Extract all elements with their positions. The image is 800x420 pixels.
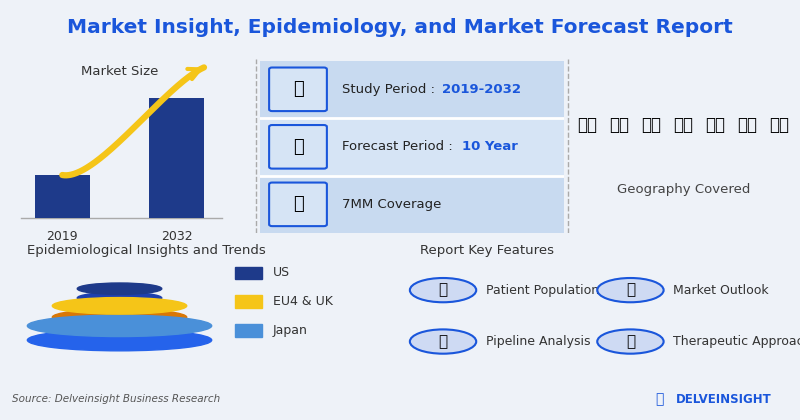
FancyBboxPatch shape: [269, 125, 327, 168]
Text: Japan: Japan: [273, 324, 308, 336]
Text: EU4 & UK: EU4 & UK: [273, 295, 333, 308]
Text: Geography Covered: Geography Covered: [617, 183, 750, 196]
Circle shape: [410, 329, 476, 354]
Text: 🇯🇵: 🇯🇵: [610, 116, 630, 134]
Ellipse shape: [27, 329, 212, 351]
Text: 2019: 2019: [46, 230, 78, 243]
Text: Therapeutic Approaches: Therapeutic Approaches: [674, 335, 800, 348]
Text: Source: Delveinsight Business Research: Source: Delveinsight Business Research: [12, 394, 220, 404]
Text: Forecast Period :: Forecast Period :: [342, 140, 457, 153]
Text: 🇬🇧: 🇬🇧: [642, 116, 662, 134]
Text: 🇺🇸: 🇺🇸: [578, 116, 598, 134]
Text: 2019-2032: 2019-2032: [442, 83, 522, 96]
Text: DELVEINSIGHT: DELVEINSIGHT: [676, 393, 772, 406]
Text: 🅓: 🅓: [656, 392, 669, 406]
Text: 7MM Coverage: 7MM Coverage: [342, 198, 442, 211]
Circle shape: [598, 278, 664, 302]
Bar: [234, 324, 262, 336]
Bar: [234, 267, 262, 279]
Text: 🔬: 🔬: [438, 334, 448, 349]
Text: Market Outlook: Market Outlook: [674, 284, 769, 297]
Text: 10 Year: 10 Year: [462, 140, 518, 153]
Text: US: US: [273, 267, 290, 279]
Ellipse shape: [27, 315, 212, 336]
Text: 2032: 2032: [161, 230, 192, 243]
FancyBboxPatch shape: [269, 68, 327, 111]
Circle shape: [410, 278, 476, 302]
Text: 📈: 📈: [626, 283, 635, 298]
Text: 🇫🇷: 🇫🇷: [674, 116, 693, 134]
Text: 🌐: 🌐: [293, 195, 303, 213]
Ellipse shape: [78, 283, 162, 294]
Ellipse shape: [52, 309, 186, 326]
Bar: [234, 295, 262, 308]
Text: Patient Population: Patient Population: [486, 284, 599, 297]
Text: Market Insight, Epidemiology, and Market Forecast Report: Market Insight, Epidemiology, and Market…: [67, 18, 733, 37]
Text: Market Size: Market Size: [81, 65, 158, 78]
Text: 📅: 📅: [293, 80, 303, 98]
FancyBboxPatch shape: [260, 118, 564, 176]
Text: Epidemiological Insights and Trends: Epidemiological Insights and Trends: [27, 244, 266, 257]
Text: 👤: 👤: [438, 283, 448, 298]
FancyBboxPatch shape: [269, 183, 327, 226]
Text: 🇮🇹: 🇮🇹: [769, 116, 789, 134]
Text: 📅: 📅: [293, 138, 303, 156]
Circle shape: [598, 329, 664, 354]
Bar: [149, 97, 204, 218]
Text: 🇪🇸: 🇪🇸: [705, 116, 725, 134]
Ellipse shape: [78, 292, 162, 304]
Text: 🇩🇪: 🇩🇪: [737, 116, 757, 134]
FancyBboxPatch shape: [260, 176, 564, 233]
Text: 📋: 📋: [626, 334, 635, 349]
Bar: [35, 175, 90, 218]
FancyBboxPatch shape: [260, 60, 564, 118]
Text: Study Period :: Study Period :: [342, 83, 439, 96]
Text: Report Key Features: Report Key Features: [420, 244, 554, 257]
Ellipse shape: [52, 297, 186, 314]
Text: Pipeline Analysis: Pipeline Analysis: [486, 335, 590, 348]
